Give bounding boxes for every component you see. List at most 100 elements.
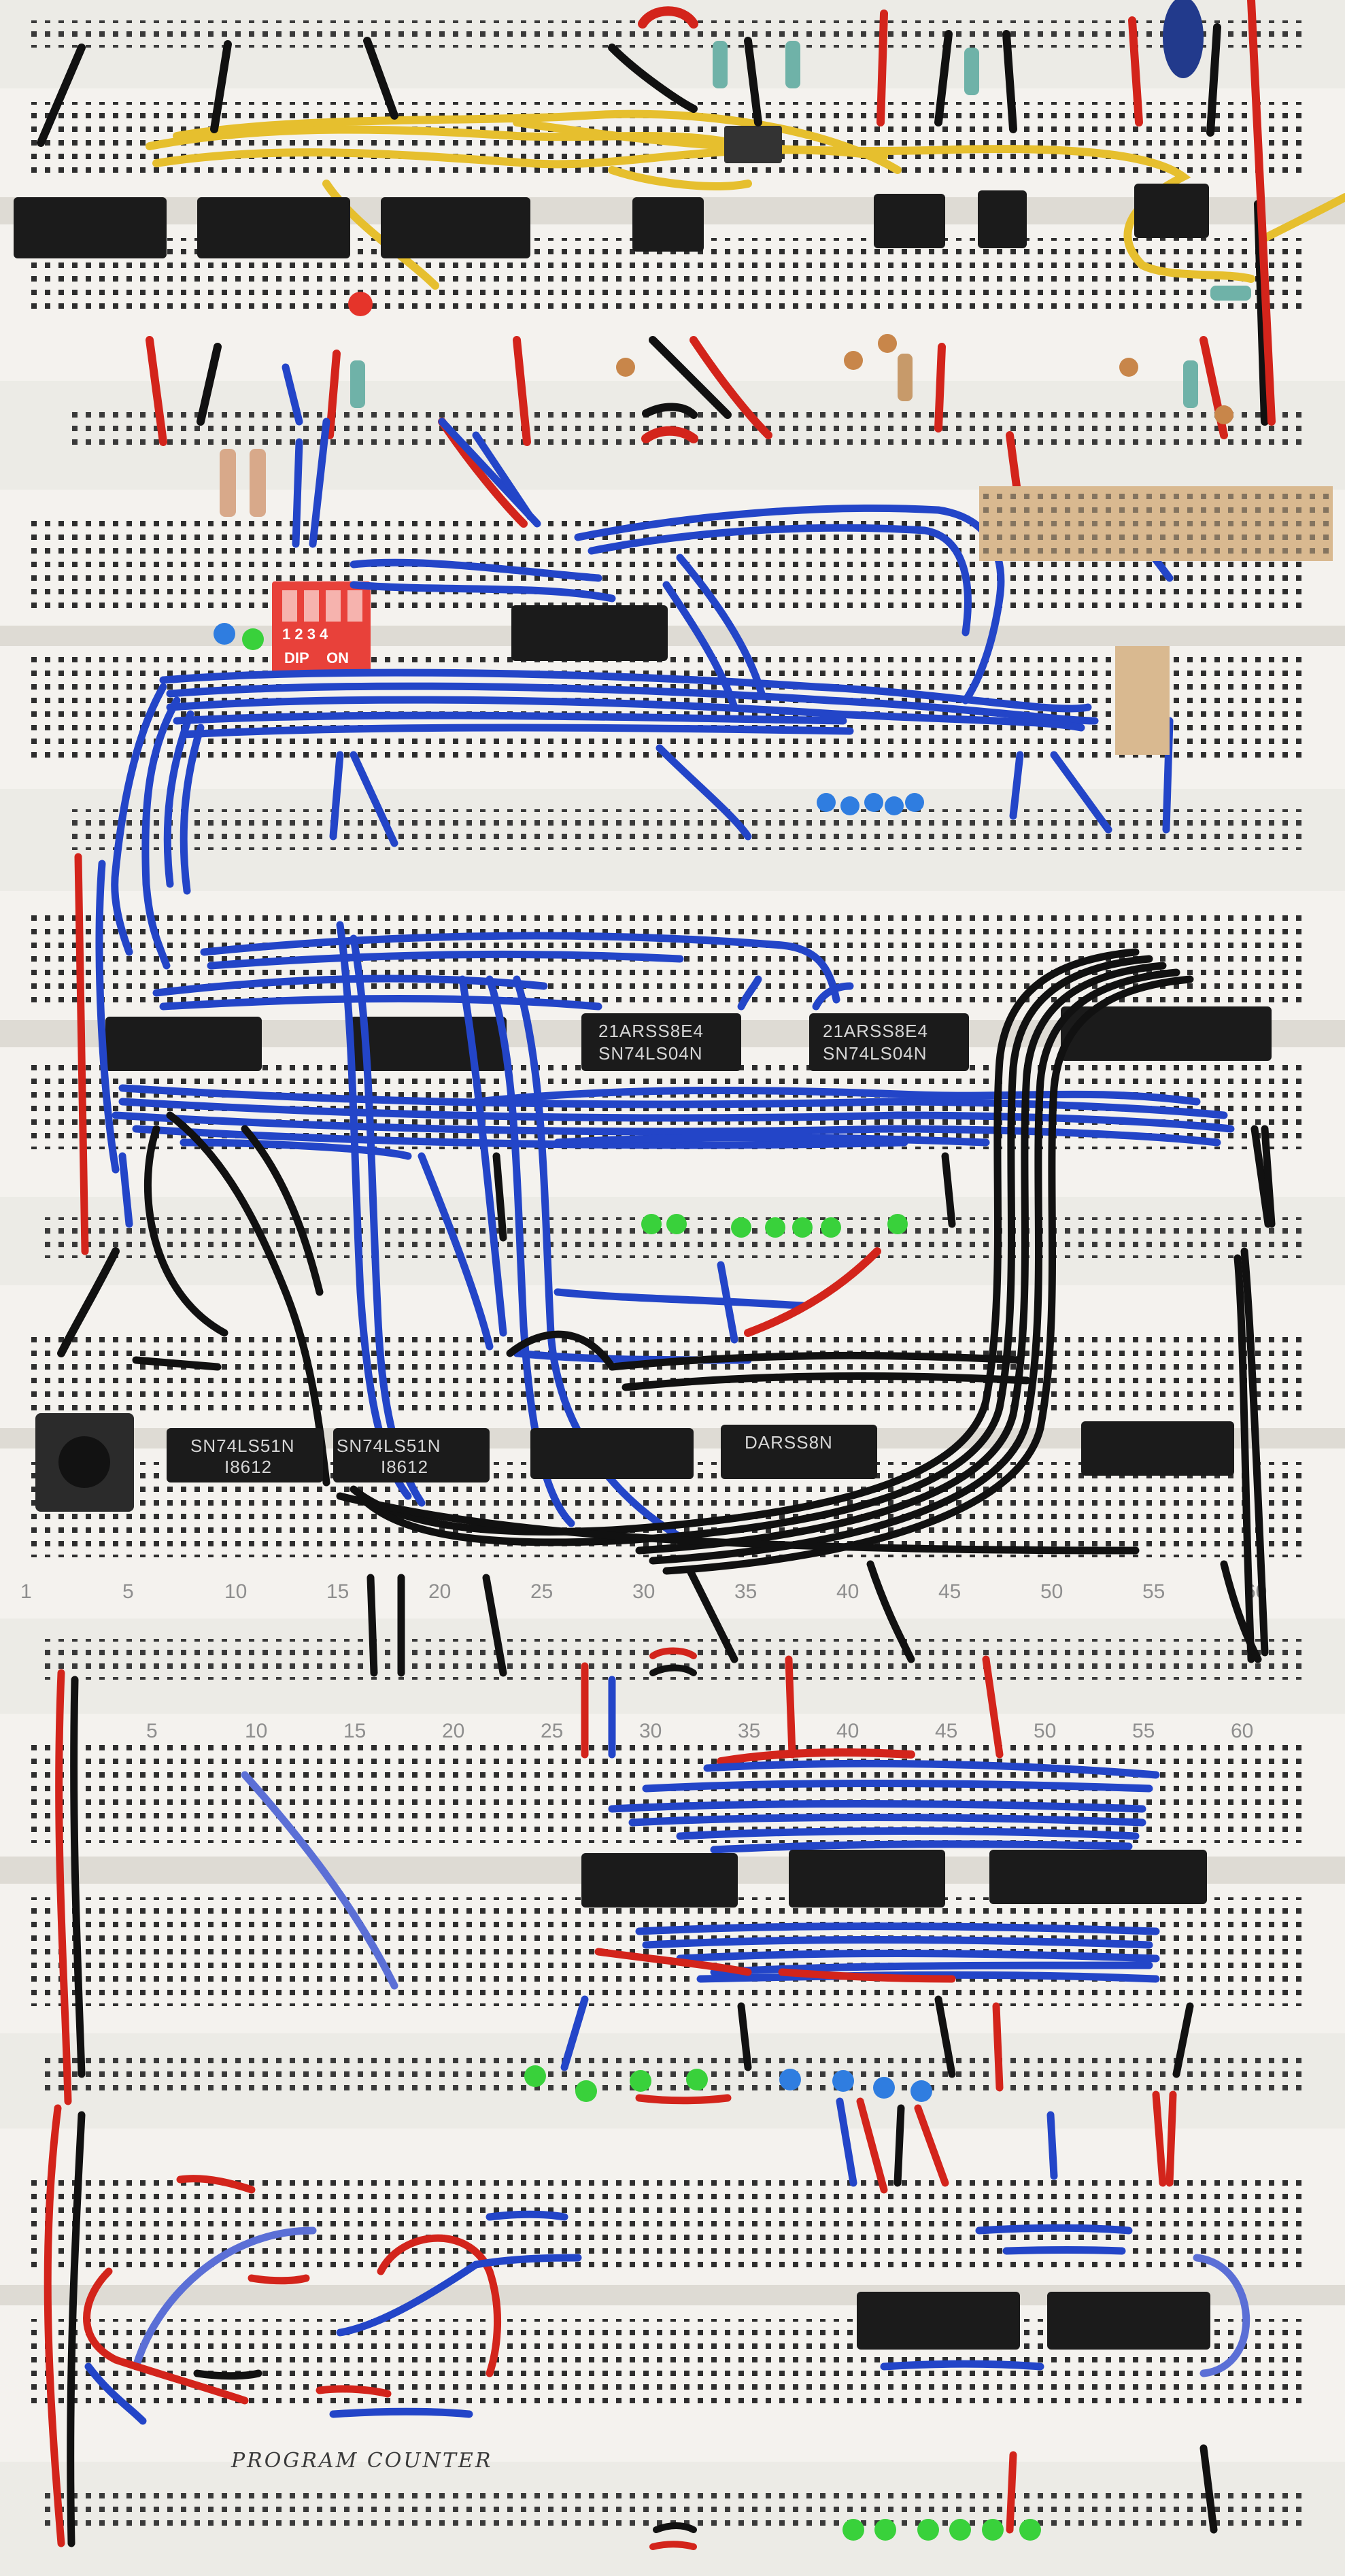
column-numbers-board4: 5 10 15 20 25 30 35 40 45 50 55 60: [146, 1720, 1253, 1742]
chip: [989, 1850, 1207, 1904]
chip: [14, 197, 167, 258]
chip-d5: [1061, 1006, 1272, 1061]
red-wire: [778, 1968, 956, 1983]
chip-c2: SN74LS51N I8612: [333, 1428, 490, 1482]
chip-row-2: 21ARSS8E4 SN74LS04N 21ARSS8E4 SN74LS04N: [105, 1006, 1272, 1071]
column-number: 20: [428, 1580, 451, 1603]
column-number: 25: [530, 1580, 553, 1603]
chip-d3: 21ARSS8E4 SN74LS04N: [581, 1013, 741, 1071]
black-wire: [57, 1247, 120, 1357]
program-counter-label: PROGRAM COUNTER: [231, 2449, 492, 2473]
chip: [581, 1853, 738, 1908]
column-number: 25: [541, 1720, 563, 1742]
chip-c4-label-top: DARSS8N: [745, 1432, 833, 1453]
column-number: 50: [1040, 1580, 1063, 1603]
led-green: [842, 2519, 864, 2541]
column-number: 50: [1034, 1720, 1056, 1742]
black-loop: [649, 1664, 697, 1676]
blue-wire-bundle-upper: [111, 363, 1174, 970]
column-number: 15: [326, 1580, 349, 1603]
column-number: 1: [20, 1580, 32, 1603]
black-wire-bundle: [132, 948, 1276, 1677]
chip-d1: [105, 1017, 262, 1071]
dip-switch-label: DIP: [284, 649, 309, 666]
red-loop: [649, 1647, 697, 1659]
blue-wire: [95, 860, 120, 1174]
led-green: [917, 2519, 939, 2541]
chip-d3-label-bottom: SN74LS04N: [598, 1043, 703, 1064]
chip-c2-label-bottom: I8612: [381, 1457, 428, 1477]
program-counter-area: PROGRAM COUNTER: [83, 2175, 1250, 2550]
red-wire: [1165, 2090, 1177, 2187]
black-wire: [737, 2002, 752, 2071]
chip-row-3: SN74LS51N I8612 SN74LS51N I8612 DARSS8N: [35, 1413, 1234, 1512]
red-wire: [914, 2104, 949, 2187]
red-wire: [594, 1948, 752, 1976]
led-green: [874, 2519, 896, 2541]
resistor: [1210, 286, 1251, 301]
top-chips: [14, 0, 1209, 258]
chip-d3-label-top: 21ARSS8E4: [598, 1021, 704, 1041]
blue-wire: [560, 1995, 589, 2071]
black-wire: [1172, 2002, 1194, 2078]
resistor: [964, 48, 979, 95]
breadboard-3: [0, 891, 1345, 1619]
ceramic-capacitors: [616, 334, 1233, 424]
column-number: 55: [1142, 1580, 1165, 1603]
column-number: 10: [224, 1580, 247, 1603]
chip: [1047, 2292, 1210, 2350]
chip-c3: [530, 1428, 694, 1479]
red-wire: [744, 1247, 881, 1337]
column-number: 45: [938, 1580, 961, 1603]
chip: [197, 197, 350, 258]
resistor: [713, 41, 728, 88]
led-green: [1019, 2519, 1041, 2541]
blue-wire-bundle-lower: [608, 1759, 1160, 1983]
resistor: [250, 449, 266, 517]
led-row-green-middle: [641, 1214, 908, 1238]
resistors: [220, 41, 1251, 517]
red-wire: [1152, 2090, 1167, 2187]
red-loop: [638, 6, 698, 29]
chip: [1134, 184, 1209, 238]
resistor: [898, 354, 913, 401]
column-numbers-board3: 1 5 10 15 20 25 30 35 40 45 50 55 60: [20, 1580, 1267, 1603]
red-wire: [992, 2002, 1004, 2092]
chip: [789, 1850, 945, 1908]
chip: [511, 605, 668, 661]
column-number: 55: [1132, 1720, 1155, 1742]
chip-c1-label-top: SN74LS51N: [190, 1436, 295, 1456]
blue-wire: [836, 2097, 857, 2187]
dip-switch: DIP ON 1 2 3 4: [272, 581, 371, 673]
resistor: [220, 449, 236, 517]
resistor: [350, 360, 365, 408]
pushbutton-small: [978, 190, 1027, 248]
led-green: [949, 2519, 971, 2541]
column-number: 5: [122, 1580, 134, 1603]
red-wire: [982, 1655, 1004, 1759]
column-number: 10: [245, 1720, 267, 1742]
column-number: 35: [734, 1580, 757, 1603]
chip-c1-label-bottom: I8612: [224, 1457, 272, 1477]
slide-switch: [724, 126, 782, 163]
column-number: 40: [836, 1580, 859, 1603]
led-row-blue-top: [214, 623, 924, 815]
red-wire: [856, 2097, 888, 2194]
resistor: [785, 41, 800, 88]
dip-switch-on-label: ON: [326, 649, 349, 666]
chip-c1: SN74LS51N I8612: [167, 1428, 323, 1482]
red-loop: [641, 426, 698, 443]
electrolytic-capacitor: [1163, 0, 1204, 78]
blue-wire: [1046, 2111, 1058, 2180]
chip-c4: DARSS8N: [721, 1425, 877, 1479]
chip: [857, 2292, 1020, 2350]
led-row-green-blue-lower: [524, 2065, 932, 2102]
red-wire: [717, 1748, 915, 1765]
led-red: [348, 292, 373, 316]
column-number: 35: [738, 1720, 760, 1742]
column-number: 5: [146, 1720, 158, 1742]
chip-row-4: [581, 1850, 1207, 1908]
led-green: [982, 2519, 1004, 2541]
